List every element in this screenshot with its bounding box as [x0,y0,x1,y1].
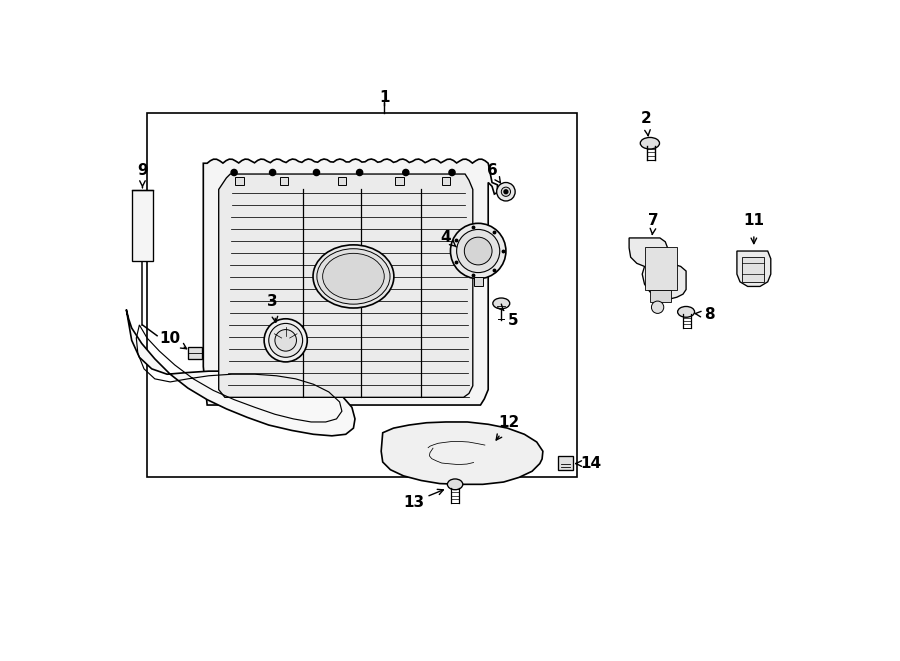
Circle shape [264,319,307,362]
Bar [235,177,244,185]
Ellipse shape [447,479,463,490]
Ellipse shape [323,253,384,299]
Text: 3: 3 [267,294,278,309]
Circle shape [451,223,506,279]
Text: 8: 8 [704,307,715,323]
Polygon shape [203,159,498,405]
Bar [338,177,346,185]
Text: 7: 7 [648,213,659,228]
Polygon shape [126,309,355,436]
Text: 12: 12 [499,415,519,430]
Bar [147,113,577,477]
Circle shape [269,323,302,358]
Polygon shape [629,238,686,299]
Ellipse shape [640,137,660,149]
Circle shape [313,169,320,176]
Circle shape [402,169,409,176]
Bar [188,346,202,359]
Bar [395,177,404,185]
Bar [644,247,677,290]
Ellipse shape [497,182,515,201]
Circle shape [356,169,363,176]
Text: 2: 2 [641,111,652,126]
Circle shape [456,229,500,272]
Bar [473,277,482,286]
Text: 4: 4 [440,231,451,245]
Ellipse shape [501,187,510,196]
Text: 6: 6 [487,163,498,178]
Bar [442,177,450,185]
Polygon shape [737,251,770,286]
Ellipse shape [678,307,695,317]
Bar [650,290,671,302]
Ellipse shape [504,190,508,194]
Text: 11: 11 [743,213,764,228]
Circle shape [274,330,296,351]
Ellipse shape [317,249,390,304]
Polygon shape [382,422,543,485]
Circle shape [231,169,238,176]
Bar [742,257,764,282]
Bar [280,177,288,185]
Text: 14: 14 [580,456,601,471]
Text: 1: 1 [379,89,390,104]
Ellipse shape [313,245,394,308]
Ellipse shape [493,298,509,309]
Text: 9: 9 [137,163,148,178]
Text: 13: 13 [403,494,424,510]
Bar [131,190,153,261]
Circle shape [464,237,492,265]
Text: 5: 5 [508,313,519,328]
Bar [557,456,573,470]
Text: 10: 10 [159,330,181,346]
Circle shape [652,301,664,313]
Circle shape [449,169,455,176]
Circle shape [269,169,275,176]
Polygon shape [219,174,472,397]
